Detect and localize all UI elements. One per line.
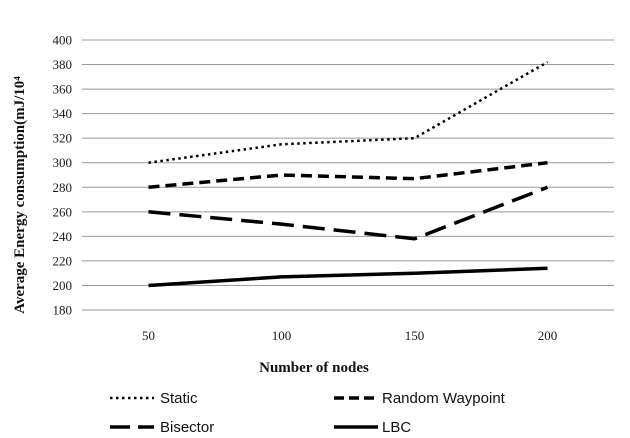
x-tick-label: 200 — [538, 328, 558, 343]
series-line-bisector — [148, 185, 549, 241]
legend-label: LBC — [382, 419, 411, 436]
series-line-lbc — [148, 266, 548, 288]
y-tick-label: 260 — [53, 204, 73, 219]
series-lines — [148, 61, 549, 288]
y-tick-label: 320 — [53, 131, 73, 146]
y-axis-title: Average Energy consumption(mJ/10⁴ — [12, 76, 28, 314]
y-axis-ticks: 180 200 220 240 260 280 300 320 340 360 380 400 — [53, 33, 73, 318]
series-line-random-waypoint — [148, 160, 548, 190]
y-tick-label: 240 — [53, 229, 73, 244]
x-axis-ticks: 50 100 150 200 — [142, 328, 557, 343]
legend-label: Bisector — [160, 419, 214, 436]
legend-label: Random Waypoint — [382, 390, 506, 407]
x-tick-label: 100 — [272, 328, 292, 343]
y-tick-label: 300 — [53, 155, 73, 170]
legend-label: Static — [160, 390, 198, 407]
y-tick-label: 340 — [53, 106, 73, 121]
y-tick-label: 220 — [53, 253, 73, 268]
y-tick-label: 180 — [53, 303, 73, 318]
x-axis-title: Number of nodes — [259, 360, 369, 376]
y-tick-label: 400 — [53, 33, 73, 48]
y-tick-label: 200 — [53, 278, 73, 293]
y-tick-label: 360 — [53, 82, 73, 97]
legend: Static Random Waypoint Bisector LBC — [110, 390, 506, 436]
y-tick-label: 380 — [53, 57, 73, 72]
x-tick-label: 50 — [142, 328, 155, 343]
y-tick-label: 280 — [53, 180, 73, 195]
series-line-static — [148, 61, 549, 164]
x-tick-label: 150 — [405, 328, 425, 343]
